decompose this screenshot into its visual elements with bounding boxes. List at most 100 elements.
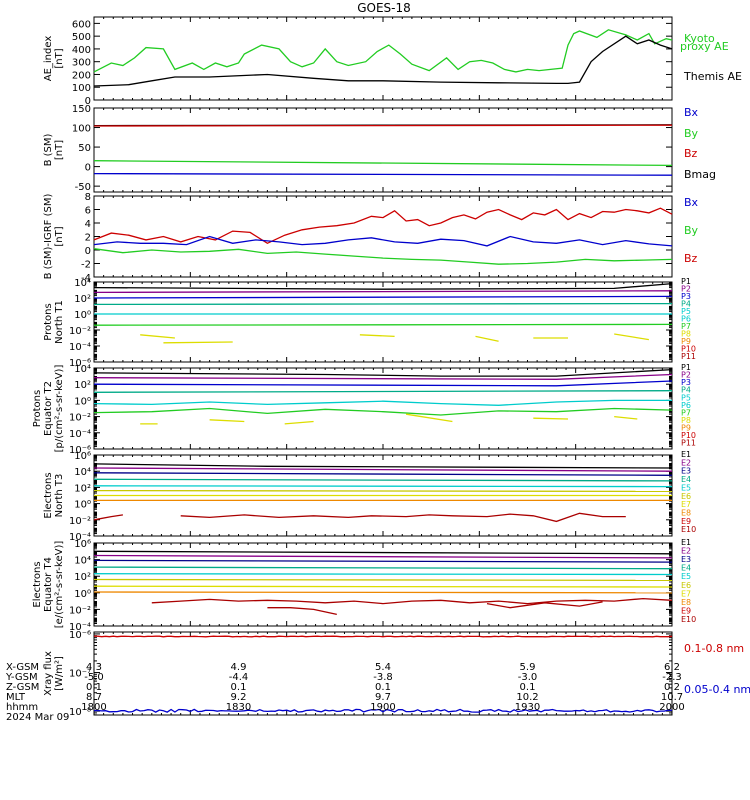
y-tick-label: 500 (72, 32, 91, 43)
series-e2 (93, 467, 673, 472)
panel-electrons_t4: 10⁻⁴ 10⁻² 10⁰ 10² 10⁴ 10⁶ Electrons Equator T4[… (32, 538, 696, 633)
series-e1 (93, 463, 673, 469)
legend-label: E6 (681, 581, 691, 590)
y-axis-label: Xray flux (43, 651, 54, 696)
legend-label: Bmag (684, 168, 716, 181)
series-0-1-0-8-nm (94, 635, 673, 638)
x-axis-value: -2.3 (662, 672, 682, 683)
x-axis-value: 1900 (370, 702, 395, 713)
y-tick-label: 10² (74, 483, 91, 494)
x-axis-value: 9.2 (231, 692, 247, 703)
legend-label: P1 (681, 363, 691, 372)
legend-label: P10 (681, 344, 696, 353)
legend-label: Bz (684, 252, 698, 265)
series-e6 (93, 489, 673, 493)
y-tick-label: 10⁴ (74, 364, 91, 375)
y-tick-label: 100 (72, 83, 91, 94)
x-axis-value: 8.7 (86, 692, 102, 703)
legend-label: P6 (681, 401, 691, 410)
x-axis-value: 0.1 (86, 682, 102, 693)
legend-label: 0.1-0.8 nm (684, 642, 744, 655)
legend-label: P4 (681, 299, 691, 308)
series-e7 (93, 585, 673, 588)
y-axis-label: Electrons (32, 561, 43, 607)
series-p8 (140, 334, 175, 339)
legend-label: P8 (681, 416, 691, 425)
y-axis-label: Electrons (43, 472, 54, 518)
panel-b_sm: -50 0 50 100 150 B (SM) [nT] Bx By Bz Bmag (43, 104, 716, 193)
x-axis-row-label: Z-GSM (6, 682, 39, 693)
y-tick-label: 10⁻⁸ (69, 707, 91, 718)
y-tick-label: 10⁻⁴ (69, 532, 91, 543)
y-tick-label: -2 (81, 260, 91, 271)
series-e9 (151, 597, 673, 605)
y-axis-label: North T1 (54, 300, 65, 344)
series-e9 (486, 601, 603, 609)
y-axis-label: AE_index (43, 36, 54, 82)
y-tick-label: 10² (74, 572, 91, 583)
x-axis-row-label: X-GSM (6, 662, 39, 673)
x-axis-value: 1930 (515, 702, 540, 713)
x-axis-value: 4.9 (231, 662, 247, 673)
legend-label: P10 (681, 431, 696, 440)
x-axis-value: 0.1 (231, 682, 247, 693)
legend-label: P1 (681, 277, 691, 286)
y-axis-label: [W/m²] (54, 656, 65, 691)
series-e6 (93, 578, 673, 582)
legend-label: P11 (681, 352, 696, 361)
series-p5 (93, 399, 672, 406)
x-axis-value: 5.9 (520, 662, 536, 673)
y-tick-label: 10⁻² (69, 605, 91, 616)
series-p1 (93, 368, 673, 377)
y-tick-label: 10⁻⁶ (69, 358, 91, 369)
plot-title: GOES-18 (357, 1, 411, 15)
y-axis-label: [nT] (54, 226, 65, 246)
legend-label: P7 (681, 322, 691, 331)
legend-label: E6 (681, 492, 691, 501)
y-axis-label: B (SM)-IGRF (SM) (43, 194, 54, 280)
series-p8 (209, 419, 245, 423)
y-tick-label: 10⁴ (74, 467, 91, 478)
y-tick-label: 2 (85, 233, 91, 244)
x-axis-value: -3.8 (373, 672, 393, 683)
x-axis-value: 2000 (659, 702, 684, 713)
legend-label: E9 (681, 517, 691, 526)
panel-xray: 10⁻⁸ 10⁻⁷ 10⁻⁶ Xray flux [W/m²] 0.1-0.8 nm 0.0… (43, 630, 750, 718)
legend-label: 0.05-0.4 nm (684, 683, 750, 696)
series-bx (93, 172, 673, 176)
y-axis-label: [nT] (54, 140, 65, 160)
y-tick-label: 10⁶ (74, 451, 91, 462)
legend-label: P5 (681, 393, 691, 402)
y-tick-label: 10⁶ (74, 539, 91, 550)
series-by (93, 248, 673, 265)
x-axis-value: 0.2 (664, 682, 680, 693)
y-tick-label: 4 (85, 219, 91, 230)
series-p3 (93, 380, 673, 387)
y-tick-label: 600 (72, 19, 91, 30)
y-tick-label: 100 (72, 124, 91, 135)
series-p8 (614, 415, 638, 420)
x-axis-row-label: Y-GSM (5, 672, 38, 683)
legend-label: E3 (681, 467, 691, 476)
legend-label: Themis AE (683, 70, 742, 83)
panel-b_igrf: -4 -2 0 2 4 6 8 B (SM)-IGRF (SM) [nT] Bx By Bz (43, 192, 699, 284)
panel-frame (93, 281, 673, 363)
series-e9 (180, 512, 626, 523)
x-axis-value: -4.4 (229, 672, 249, 683)
legend-label: E2 (681, 458, 691, 467)
legend-label: E3 (681, 555, 691, 564)
y-tick-label: 6 (85, 206, 91, 217)
y-tick-label: 10⁻⁶ (69, 630, 91, 641)
y-axis-label: [p/(cm²-s-sr-keV)] (54, 365, 65, 453)
y-tick-label: 10⁻⁴ (69, 429, 91, 440)
panel-frame (93, 107, 673, 193)
x-axis-row-label: hhmm (6, 702, 38, 713)
legend-label: P3 (681, 378, 691, 387)
series-p3 (93, 295, 673, 299)
x-axis-value: 9.7 (375, 692, 391, 703)
series-p4 (93, 302, 673, 306)
y-tick-label: 0 (85, 163, 91, 174)
x-axis-value: 10.2 (516, 692, 538, 703)
legend-label: By (684, 224, 699, 237)
